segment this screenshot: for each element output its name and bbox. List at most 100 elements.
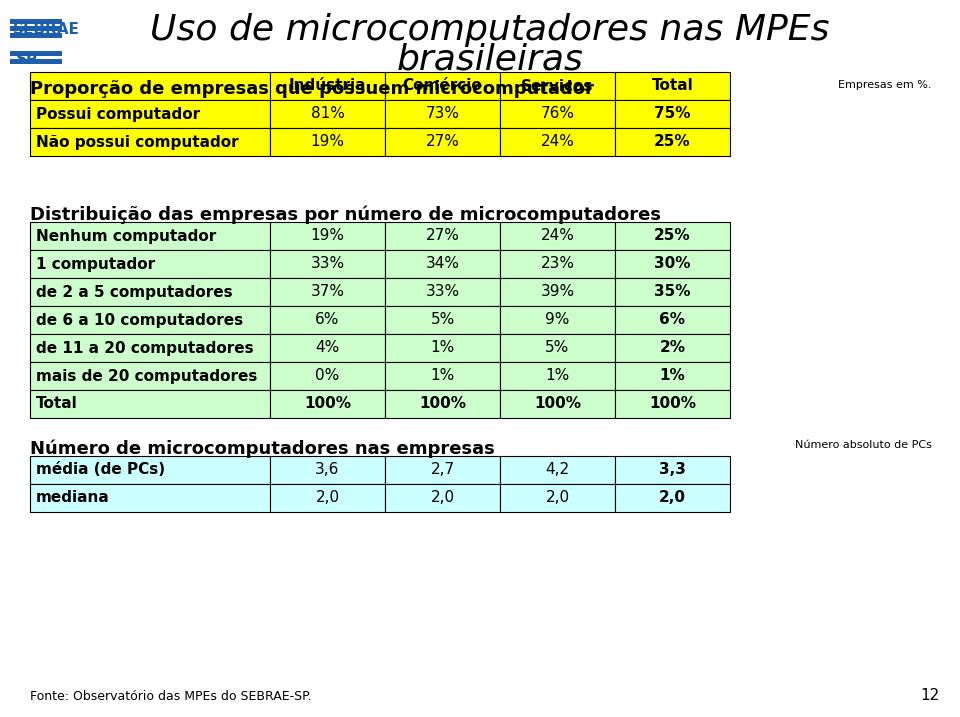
Text: 6%: 6% (315, 313, 340, 328)
Text: 5%: 5% (545, 341, 569, 356)
Bar (385, 456, 500, 484)
Bar (615, 306, 730, 334)
Text: 73%: 73% (425, 107, 460, 121)
Text: 34%: 34% (425, 257, 460, 272)
Text: 19%: 19% (310, 229, 345, 244)
Text: 9%: 9% (545, 313, 569, 328)
Bar (385, 278, 500, 306)
Text: 1%: 1% (430, 369, 455, 384)
Bar (385, 306, 500, 334)
Bar (10, 59, 62, 64)
Text: 2,0: 2,0 (659, 490, 686, 505)
Text: mediana: mediana (36, 490, 109, 505)
Bar (270, 222, 385, 250)
Bar (30, 484, 270, 512)
Bar (270, 362, 385, 390)
Bar (270, 100, 385, 128)
Text: 39%: 39% (540, 285, 575, 300)
Bar (270, 128, 385, 156)
Bar (615, 456, 730, 484)
Bar (270, 278, 385, 306)
Text: Distribuição das empresas por número de microcomputadores: Distribuição das empresas por número de … (30, 206, 661, 224)
Bar (385, 72, 500, 100)
Text: 2,0: 2,0 (430, 490, 455, 505)
Text: 5%: 5% (430, 313, 455, 328)
Bar (30, 222, 270, 250)
Bar (270, 72, 385, 100)
Text: Serviços: Serviços (521, 78, 593, 93)
Text: 27%: 27% (425, 135, 460, 150)
Bar (30, 128, 270, 156)
Bar (385, 250, 500, 278)
Bar (10, 19, 62, 24)
Bar (385, 484, 500, 512)
Bar (10, 51, 62, 56)
Bar (10, 26, 62, 31)
Bar (500, 390, 615, 418)
Text: Indústria: Indústria (289, 78, 367, 93)
Text: de 2 a 5 computadores: de 2 a 5 computadores (36, 285, 232, 300)
Text: 25%: 25% (654, 229, 691, 244)
Text: Não possui computador: Não possui computador (36, 135, 239, 150)
Text: 23%: 23% (540, 257, 574, 272)
Text: brasileiras: brasileiras (396, 43, 584, 77)
Bar (30, 100, 270, 128)
Text: 27%: 27% (425, 229, 460, 244)
Text: 2,0: 2,0 (316, 490, 340, 505)
Text: mais de 20 computadores: mais de 20 computadores (36, 369, 257, 384)
Bar (385, 222, 500, 250)
Text: Número absoluto de PCs: Número absoluto de PCs (795, 440, 932, 450)
Text: 4%: 4% (316, 341, 340, 356)
Text: 1%: 1% (660, 369, 685, 384)
Bar (615, 334, 730, 362)
Text: 100%: 100% (649, 397, 696, 412)
Text: 25%: 25% (654, 135, 691, 150)
Bar (615, 100, 730, 128)
Bar (10, 33, 62, 38)
Text: SP: SP (16, 52, 38, 67)
Bar (615, 72, 730, 100)
Text: 100%: 100% (419, 397, 466, 412)
Bar (30, 362, 270, 390)
Bar (500, 128, 615, 156)
Bar (500, 484, 615, 512)
Bar (615, 362, 730, 390)
Text: Total: Total (36, 397, 78, 412)
Text: 76%: 76% (540, 107, 574, 121)
Bar (615, 222, 730, 250)
Bar (385, 390, 500, 418)
Bar (270, 250, 385, 278)
Text: 24%: 24% (540, 229, 574, 244)
Bar (385, 128, 500, 156)
Bar (500, 306, 615, 334)
Text: média (de PCs): média (de PCs) (36, 462, 165, 478)
Text: 100%: 100% (304, 397, 351, 412)
Bar (500, 100, 615, 128)
Bar (30, 278, 270, 306)
Bar (615, 390, 730, 418)
Text: 37%: 37% (310, 285, 345, 300)
Text: Comércio: Comércio (402, 78, 482, 93)
Text: Possui computador: Possui computador (36, 107, 200, 121)
Text: 12: 12 (921, 688, 940, 703)
Text: 100%: 100% (534, 397, 581, 412)
Bar (500, 222, 615, 250)
Text: 3,6: 3,6 (315, 462, 340, 478)
Text: 24%: 24% (540, 135, 574, 150)
Text: Empresas em %.: Empresas em %. (838, 80, 932, 90)
Text: de 6 a 10 computadores: de 6 a 10 computadores (36, 313, 243, 328)
Bar (615, 250, 730, 278)
Bar (500, 362, 615, 390)
Bar (270, 334, 385, 362)
Text: 2,7: 2,7 (430, 462, 455, 478)
Text: 33%: 33% (310, 257, 345, 272)
Bar (30, 456, 270, 484)
Text: de 11 a 20 computadores: de 11 a 20 computadores (36, 341, 253, 356)
Text: 19%: 19% (310, 135, 345, 150)
Bar (30, 390, 270, 418)
Text: SEBRAE: SEBRAE (13, 22, 80, 37)
Bar (500, 72, 615, 100)
Text: 30%: 30% (655, 257, 691, 272)
Text: 1 computador: 1 computador (36, 257, 156, 272)
Bar (385, 100, 500, 128)
